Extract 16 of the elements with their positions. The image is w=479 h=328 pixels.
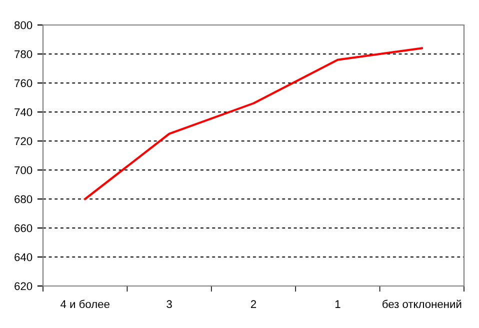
y-tick-label: 720 [14,137,32,146]
x-tick-label: 4 и более [60,300,110,308]
y-tick-label: 620 [14,282,32,290]
y-tick-label: 640 [14,253,32,262]
line-series [84,47,423,200]
y-tick-label: 780 [14,50,32,58]
y-tick-label: 760 [14,79,32,88]
y-tick-label: 740 [14,108,32,116]
x-tick-label: без отклонений [382,300,462,308]
y-tick-label: 700 [14,166,32,174]
x-tick-label: 2 [250,300,256,308]
y-tick-label: 660 [14,224,32,232]
x-tick-label: 1 [335,300,340,308]
x-tick-label: 3 [166,300,172,308]
y-tick-label: 680 [14,195,32,204]
y-tick-label: 800 [14,21,32,30]
